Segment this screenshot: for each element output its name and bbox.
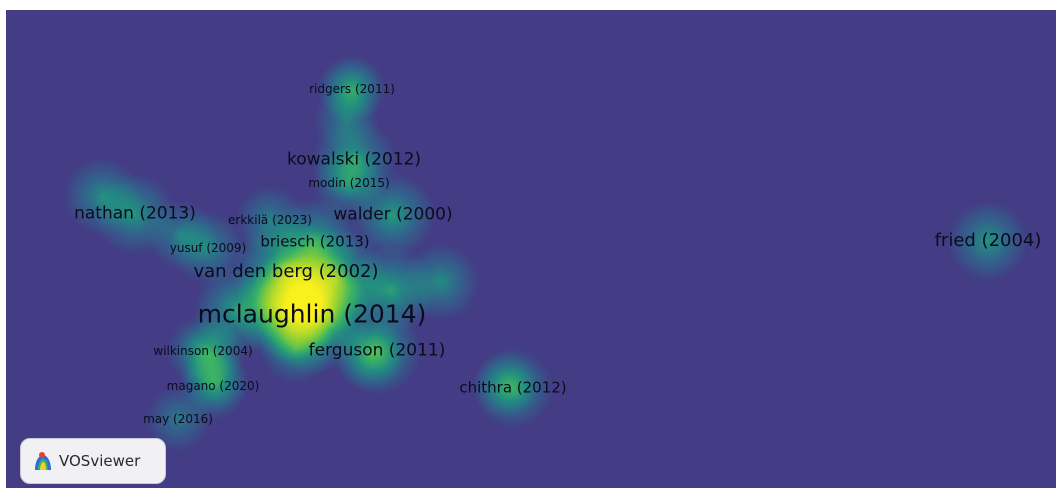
node-label-modin[interactable]: modin (2015)	[308, 176, 390, 190]
vosviewer-logo-button[interactable]: VOSviewer	[20, 438, 166, 484]
node-label-wilkinson[interactable]: wilkinson (2004)	[153, 344, 253, 358]
vosviewer-logo-icon	[35, 452, 51, 470]
density-heatmap	[6, 10, 1056, 488]
node-label-ridgers[interactable]: ridgers (2011)	[309, 82, 395, 96]
node-label-nathan[interactable]: nathan (2013)	[74, 203, 196, 224]
node-label-may[interactable]: may (2016)	[143, 412, 213, 426]
vosviewer-logo-text: VOSviewer	[59, 452, 141, 470]
node-label-yusuf[interactable]: yusuf (2009)	[169, 241, 247, 255]
node-label-van-den-berg[interactable]: van den berg (2002)	[193, 261, 379, 282]
node-label-briesch[interactable]: briesch (2013)	[260, 232, 370, 251]
density-map[interactable]: ridgers (2011) kowalski (2012) modin (20…	[6, 10, 1056, 488]
node-label-erkkila[interactable]: erkkilä (2023)	[228, 213, 312, 227]
node-label-mclaughlin[interactable]: mclaughlin (2014)	[197, 299, 427, 329]
node-label-kowalski[interactable]: kowalski (2012)	[286, 149, 422, 170]
node-label-magano[interactable]: magano (2020)	[166, 379, 260, 393]
node-label-walder[interactable]: walder (2000)	[333, 204, 453, 225]
node-label-chithra[interactable]: chithra (2012)	[459, 378, 567, 397]
node-label-fried[interactable]: fried (2004)	[934, 230, 1042, 251]
node-label-ferguson[interactable]: ferguson (2011)	[308, 340, 446, 361]
